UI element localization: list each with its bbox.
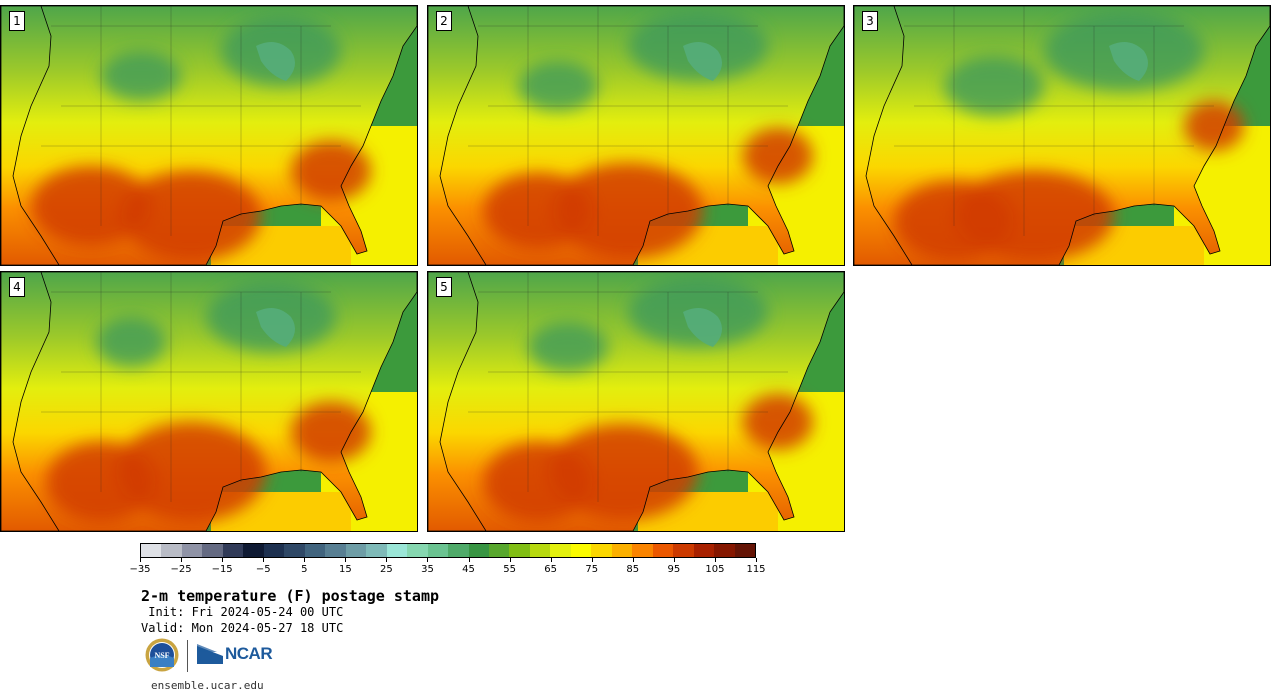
ncar-logo: NCAR <box>197 642 273 666</box>
colorbar-tick <box>263 558 265 562</box>
map-panel-1: 1 <box>0 5 418 266</box>
colorbar-segment <box>325 544 346 557</box>
colorbar-tick-label: 85 <box>626 564 640 575</box>
colorbar-tick-label: 35 <box>421 564 434 575</box>
colorbar-segment <box>673 544 694 557</box>
init-time: Init: Fri 2024-05-24 00 UTC <box>141 605 344 619</box>
nsf-logo-text: NSF <box>154 651 169 660</box>
colorbar-segment <box>448 544 469 557</box>
temperature-map <box>1 6 417 265</box>
colorbar-tick <box>181 558 183 562</box>
colorbar-tick <box>591 558 593 562</box>
colorbar-tick <box>756 558 757 562</box>
map-panel-2: 2 <box>427 5 845 266</box>
colorbar-segment <box>488 544 510 557</box>
colorbar-tick-label: 115 <box>746 564 766 575</box>
temperature-map <box>428 6 844 265</box>
colorbar-tick <box>427 558 429 562</box>
colorbar-segment <box>427 544 449 557</box>
colorbar-segment <box>652 544 674 557</box>
temperature-map <box>1 272 417 531</box>
panel-number: 3 <box>862 11 878 31</box>
colorbar-tick-label: −25 <box>170 564 192 575</box>
panel-number: 2 <box>436 11 452 31</box>
colorbar-segment <box>509 544 530 557</box>
colorbar-segment <box>386 544 408 557</box>
colorbar-segment <box>714 544 735 557</box>
colorbar-tick-label: 5 <box>301 564 308 575</box>
colorbar-tick-label: 55 <box>503 564 516 575</box>
colorbar-tick-label: 45 <box>462 564 475 575</box>
colorbar-segment <box>141 544 162 557</box>
nsf-logo: NSF <box>145 638 179 672</box>
colorbar-segment <box>222 544 244 557</box>
colorbar-tick <box>550 558 552 562</box>
colorbar-segment <box>366 544 387 557</box>
panel-number: 5 <box>436 277 452 297</box>
site-url: ensemble.ucar.edu <box>151 679 264 692</box>
colorbar-tick-label: −5 <box>255 564 271 575</box>
colorbar-segment <box>611 544 633 557</box>
colorbar-tick <box>304 558 306 562</box>
colorbar-segment <box>734 544 756 557</box>
colorbar-tick <box>468 558 470 562</box>
colorbar-segment <box>407 544 428 557</box>
valid-time: Valid: Mon 2024-05-27 18 UTC <box>141 621 344 635</box>
temperature-map <box>428 272 844 531</box>
colorbar-segment <box>468 544 489 557</box>
colorbar-tick-label: −15 <box>211 564 233 575</box>
colorbar-segment <box>202 544 223 557</box>
colorbar-labels: −35 −25 −15 −5 5 15 25 35 45 55 65 75 85 95 105 115 <box>129 564 765 578</box>
colorbar-tick <box>345 558 347 562</box>
colorbar-segment <box>243 544 264 557</box>
colorbar-segment <box>161 544 182 557</box>
colorbar-segment <box>304 544 326 557</box>
colorbar-segment <box>693 544 715 557</box>
colorbar-tick-label: 25 <box>380 564 393 575</box>
map-panel-3: 3 <box>853 5 1271 266</box>
temperature-colorbar <box>140 543 756 558</box>
colorbar-segment <box>284 544 305 557</box>
colorbar-tick-label: 95 <box>667 564 681 575</box>
map-panel-5: 5 <box>427 271 845 532</box>
ncar-mark-icon <box>197 644 223 664</box>
figure-title: 2-m temperature (F) postage stamp <box>141 587 440 605</box>
colorbar-tick <box>632 558 634 562</box>
colorbar-tick-label: 75 <box>585 564 599 575</box>
colorbar-tick-label: 65 <box>544 564 558 575</box>
colorbar-tick-label: 105 <box>705 564 725 575</box>
temperature-map <box>854 6 1270 265</box>
colorbar-segment <box>591 544 612 557</box>
colorbar-tick <box>222 558 224 562</box>
colorbar-tick <box>386 558 388 562</box>
colorbar-segment <box>632 544 653 557</box>
panel-number: 1 <box>9 11 25 31</box>
panel-number: 4 <box>9 277 25 297</box>
colorbar-tick-label: 15 <box>338 564 352 575</box>
colorbar-tick <box>714 558 716 562</box>
colorbar-segment <box>263 544 285 557</box>
colorbar-segment <box>181 544 203 557</box>
colorbar-tick-label: −35 <box>129 564 151 575</box>
colorbar-segment <box>529 544 551 557</box>
colorbar-tick <box>673 558 675 562</box>
colorbar-tick <box>140 558 141 562</box>
colorbar-segment <box>550 544 571 557</box>
colorbar-tick <box>509 558 511 562</box>
ncar-logo-text: NCAR <box>225 644 273 663</box>
colorbar-segment <box>345 544 367 557</box>
colorbar-segment <box>570 544 592 557</box>
map-panel-4: 4 <box>0 271 418 532</box>
logo-divider <box>187 640 188 672</box>
